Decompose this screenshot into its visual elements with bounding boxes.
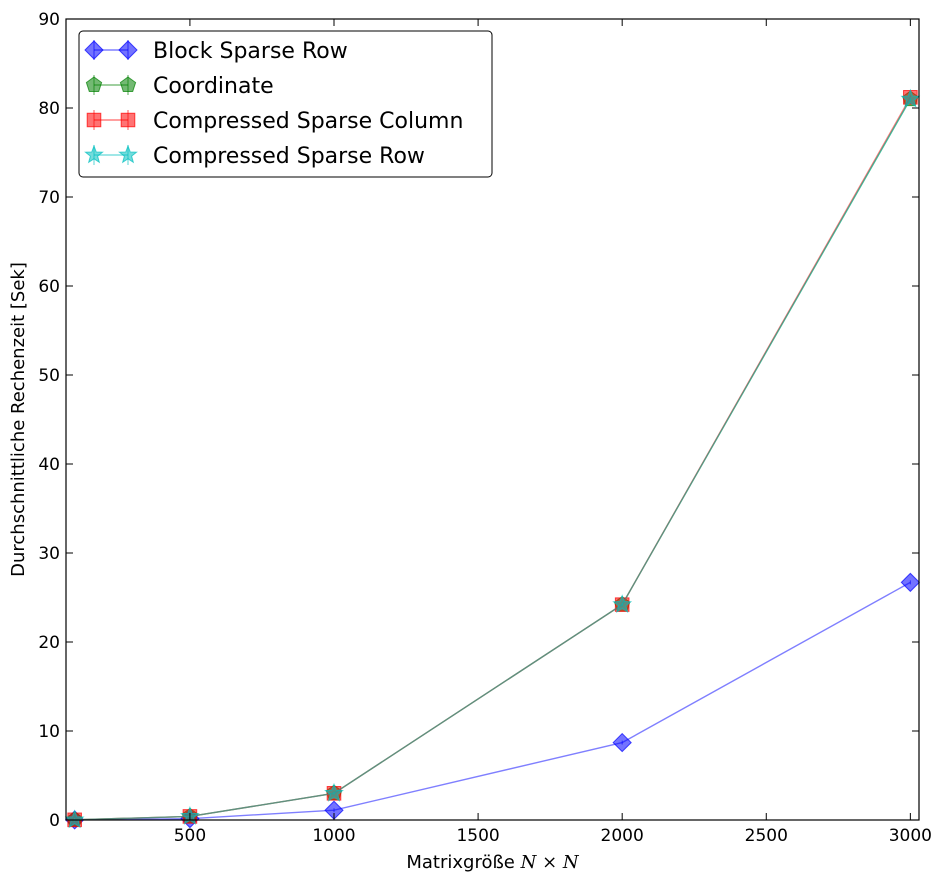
data-point	[612, 594, 633, 614]
series-3	[64, 88, 921, 829]
legend-marker	[84, 144, 104, 164]
y-tick-label: 40	[38, 455, 60, 475]
x-axis-label-text: Matrixgröße	[406, 852, 515, 873]
x-tick-label: 1500	[456, 826, 499, 846]
y-tick-label: 80	[38, 99, 60, 119]
data-point	[900, 572, 921, 593]
legend-label: Coordinate	[153, 74, 274, 99]
series-line	[74, 98, 911, 821]
y-tick-label: 30	[38, 544, 60, 564]
x-tick-label: 500	[174, 826, 206, 846]
y-tick-label: 90	[38, 10, 60, 30]
data-point	[900, 88, 921, 108]
legend-entry: Coordinate	[85, 74, 274, 99]
legend-label: Compressed Sparse Column	[153, 109, 463, 134]
y-tick-label: 20	[38, 633, 60, 653]
series-1	[66, 90, 919, 827]
legend-frame	[78, 30, 493, 178]
data-point	[64, 809, 85, 829]
legend-entry: Compressed Sparse Column	[86, 109, 463, 134]
legend-marker	[119, 76, 137, 92]
y-tick-label: 10	[38, 722, 60, 742]
legend-marker	[84, 40, 104, 60]
y-tick-label: 70	[38, 188, 60, 208]
x-tick-label: 1000	[312, 826, 355, 846]
legend-marker	[120, 112, 136, 128]
x-tick-label: 2500	[745, 826, 788, 846]
series-line	[74, 98, 911, 821]
legend-entry: Block Sparse Row	[84, 39, 348, 64]
series-line	[74, 581, 911, 821]
legend-entry: Compressed Sparse Row	[84, 144, 425, 169]
x-axis-label-math: N × N	[520, 852, 580, 873]
data-point	[324, 782, 344, 802]
legend-marker	[118, 144, 138, 164]
data-point	[612, 732, 632, 753]
series-0	[64, 572, 921, 830]
ticks-layer: 500 1000 1500 2000 2500 3000 0 10 20 30 40 50 60 70 80…	[38, 10, 932, 846]
x-tick-label: 2000	[601, 826, 644, 846]
legend-marker	[85, 76, 103, 92]
legend-label: Block Sparse Row	[153, 39, 348, 64]
plot-frame	[65, 18, 920, 821]
legend-marker	[86, 112, 102, 128]
legend: Block Sparse Row Coordinate Compressed Spa…	[78, 30, 493, 178]
series-2	[67, 90, 918, 828]
legend-label: Compressed Sparse Row	[153, 144, 425, 169]
y-axis-label: Durchschnittliche Rechenzeit [Sek]	[8, 262, 29, 577]
y-tick-label: 60	[38, 277, 60, 297]
y-tick-label: 50	[38, 366, 60, 386]
legend-marker	[118, 40, 138, 60]
x-axis-label: Matrixgröße N × N	[406, 852, 580, 873]
series-layer	[64, 88, 921, 830]
x-tick-label: 3000	[889, 826, 932, 846]
series-line	[74, 96, 911, 821]
y-tick-label: 0	[49, 811, 60, 831]
